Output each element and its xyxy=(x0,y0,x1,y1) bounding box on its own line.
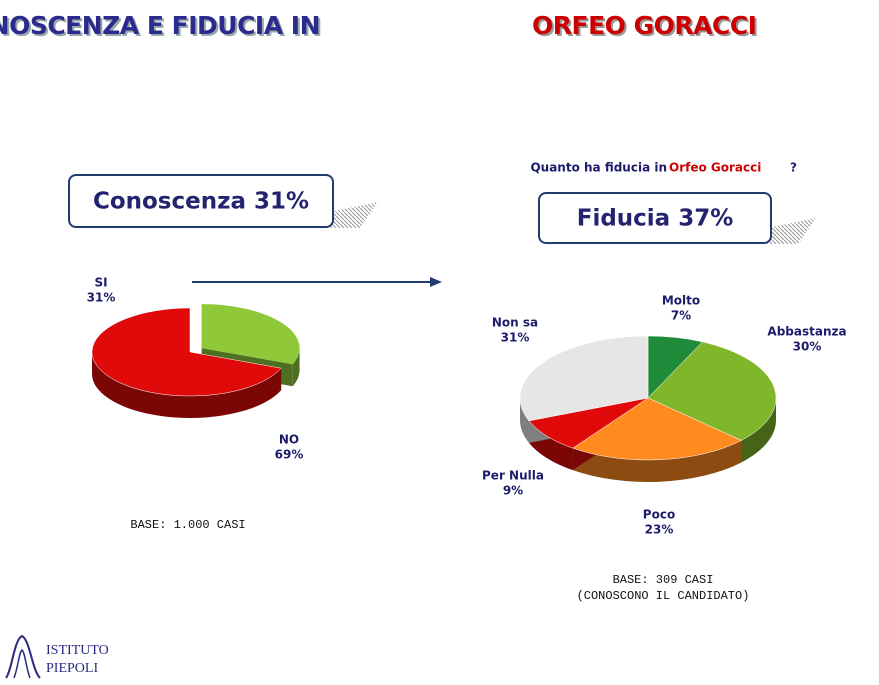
logo-mark xyxy=(5,634,41,679)
title: CONOSCENZA E FIDUCIA IN xyxy=(0,11,320,40)
slice-value: 31% xyxy=(501,331,530,345)
slice xyxy=(201,304,300,365)
base-note: BASE: 1.000 CASI xyxy=(130,518,245,532)
title-highlight-shadow: ORFEO GORACCI xyxy=(534,13,758,42)
slice-value: 9% xyxy=(503,484,523,498)
slice xyxy=(519,335,649,422)
box xyxy=(538,192,772,244)
slice-side xyxy=(92,352,282,419)
slice xyxy=(647,341,777,441)
logo-text: ISTITUTO xyxy=(46,643,109,658)
question-end: ? xyxy=(790,161,797,175)
question: Quanto ha fiducia in xyxy=(530,161,667,175)
slice-side xyxy=(572,440,742,482)
slice-value: 69% xyxy=(275,448,304,462)
base-note: (CONOSCONO IL CANDIDATO) xyxy=(577,589,750,603)
slice-value: 31% xyxy=(87,291,116,305)
slice-side xyxy=(292,348,300,387)
slice xyxy=(572,397,742,461)
box-label: Conoscenza 31% xyxy=(93,189,309,215)
slice-label: NO xyxy=(279,433,299,447)
slice-value: 30% xyxy=(793,340,822,354)
question-highlight: Orfeo Goracci xyxy=(669,161,761,175)
box-shadow xyxy=(320,202,378,228)
box-label: Fiducia 37% xyxy=(577,206,734,232)
logo-text: PIEPOLI xyxy=(46,661,98,676)
slice-label: Per Nulla xyxy=(482,469,544,483)
title-shadow: CONOSCENZA E FIDUCIA IN xyxy=(0,13,322,42)
title-highlight: ORFEO GORACCI xyxy=(532,11,756,40)
logo-mark xyxy=(13,649,31,679)
base-note: BASE: 309 CASI xyxy=(613,573,714,587)
slice-label: SI xyxy=(94,276,107,290)
slice-label: Abbastanza xyxy=(767,325,846,339)
box-shadow xyxy=(758,218,816,244)
slice-label: Poco xyxy=(643,508,675,522)
slice xyxy=(91,307,282,397)
slice-value: 23% xyxy=(645,523,674,537)
box xyxy=(68,174,334,228)
slice-value: 7% xyxy=(671,309,691,323)
slice-side xyxy=(741,398,776,463)
arrow-head xyxy=(430,277,442,287)
slice-label: Molto xyxy=(662,294,700,308)
slice-side xyxy=(520,398,529,443)
slice-label: Non sa xyxy=(492,316,538,330)
